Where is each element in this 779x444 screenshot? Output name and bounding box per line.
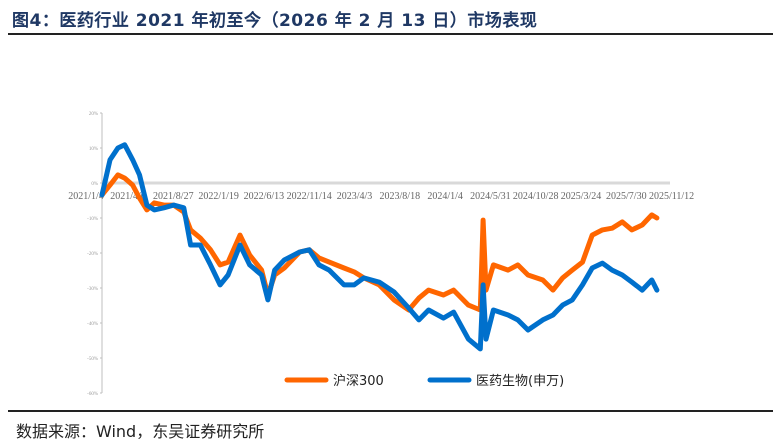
legend: 沪深300 医药生物(申万) <box>284 373 564 389</box>
x-tick-label: 2024/10/28 <box>513 191 559 202</box>
figure-title: 图4：医药行业 2021 年初至今（2026 年 2 月 13 日）市场表现 <box>12 11 538 31</box>
y-tick-label: -10% <box>87 217 98 222</box>
x-tick-label: 2024/5/31 <box>470 191 511 202</box>
y-tick-label: -50% <box>87 357 98 362</box>
bottom-divider <box>8 410 773 412</box>
x-tick-label: 2021/4/6 <box>110 191 146 202</box>
x-tick-label: 2025/7/30 <box>606 191 647 202</box>
x-tick-label: 2025/11/12 <box>649 191 694 202</box>
y-tick-label: 10% <box>89 147 98 152</box>
x-tick-label: 2024/1/4 <box>427 191 463 202</box>
x-tick-label: 2025/3/24 <box>561 191 602 202</box>
y-tick-label: -20% <box>87 252 98 257</box>
y-tick-label: -40% <box>87 322 98 327</box>
x-tick-label: 2023/8/18 <box>380 191 421 202</box>
x-tick-label: 2021/1/4 <box>68 191 104 202</box>
y-tick-label: -30% <box>87 287 98 292</box>
x-axis-labels: 2021/1/4 2021/4/6 2021/8/27 2022/1/19 2022/6… <box>68 191 694 202</box>
legend-label-hs300: 沪深300 <box>333 373 384 389</box>
data-source-note: 数据来源：Wind，东吴证券研究所 <box>16 422 265 441</box>
y-tick-label: 20% <box>89 112 98 117</box>
x-tick-label: 2022/1/19 <box>198 191 239 202</box>
x-tick-label: 2022/11/14 <box>287 191 332 202</box>
y-axis: 20% 10% 0% -10% -20% -30% -40% -50% -60% <box>87 112 103 397</box>
y-tick-label: -60% <box>87 392 98 397</box>
x-tick-label: 2021/8/27 <box>153 191 194 202</box>
series-line-pharma <box>99 142 660 352</box>
y-tick-label: 0% <box>91 182 98 187</box>
x-tick-label: 2023/4/3 <box>337 191 373 202</box>
top-divider <box>8 33 773 35</box>
legend-label-pharma: 医药生物(申万) <box>476 374 564 389</box>
x-tick-label: 2022/6/13 <box>244 191 285 202</box>
